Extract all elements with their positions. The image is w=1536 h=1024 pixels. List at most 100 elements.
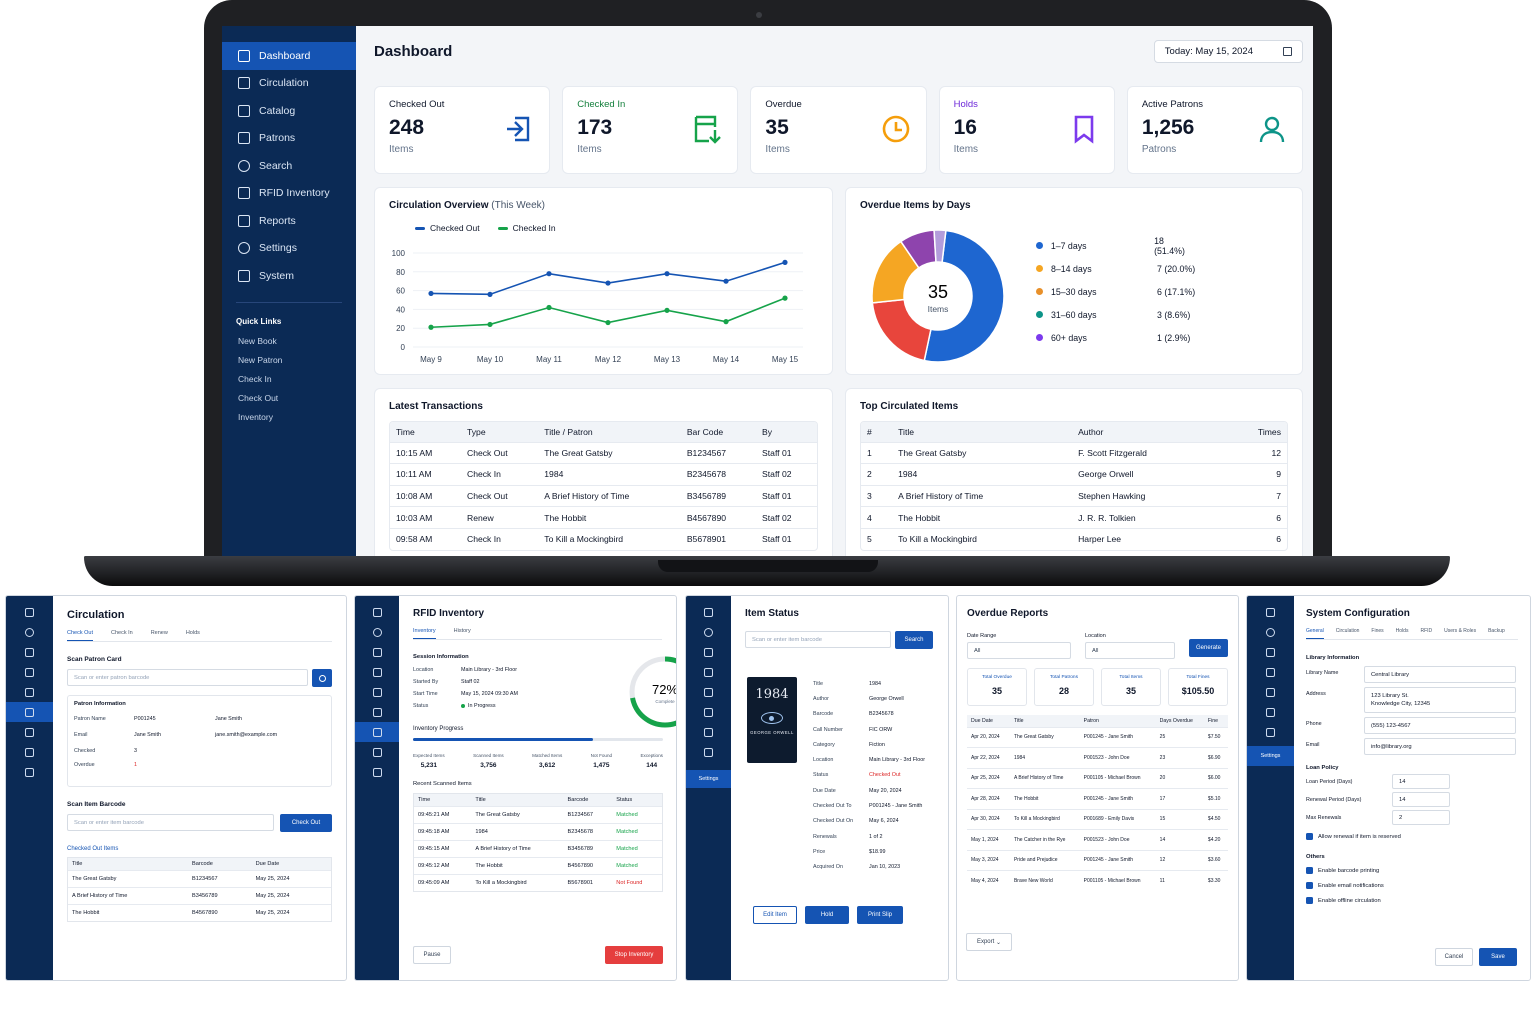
check-out-button[interactable]: Check Out (280, 814, 332, 832)
table-row[interactable]: The Hobbit B4567890 May 25, 2024 (68, 903, 331, 921)
stop-inventory-button[interactable]: Stop Inventory (605, 946, 663, 964)
table-row[interactable]: 10:11 AM Check In 1984 B2345678 Staff 02 (390, 463, 817, 486)
panel-nav-item[interactable] (1247, 662, 1294, 682)
nav-item-patrons[interactable]: Patrons (222, 125, 356, 153)
loan-max-renewals-input[interactable]: 2 (1392, 810, 1450, 825)
table-row[interactable]: A Brief History of Time B3456789 May 25, 2… (68, 886, 331, 904)
table-row[interactable]: 09:45:09 AM To Kill a Mockingbird B5678901… (414, 873, 662, 891)
table-row[interactable]: May 4, 2024 Brave New World P001105 - Mich… (967, 870, 1228, 891)
panel-nav-item[interactable] (1247, 642, 1294, 662)
tab-circulation[interactable]: Circulation (1335, 628, 1360, 634)
edit-item-button[interactable]: Edit Item (753, 906, 797, 924)
panel-nav-item[interactable] (6, 682, 53, 702)
table-row[interactable]: 09:58 AM Check In To Kill a Mockingbird B56… (390, 527, 817, 550)
search-button[interactable]: Search (895, 631, 933, 649)
tab-check-out[interactable]: Check Out (67, 630, 93, 641)
location-select[interactable]: All (1085, 642, 1175, 659)
patron-search-button[interactable] (312, 669, 332, 687)
panel-nav-item[interactable] (1247, 682, 1294, 702)
quick-link-check-out[interactable]: Check Out (238, 392, 279, 403)
panel-nav-item[interactable] (355, 662, 399, 682)
table-row[interactable]: Apr 28, 2024 The Hobbit P001245 - Jane Smi… (967, 788, 1228, 809)
enable-email-notifications-checkbox[interactable]: Enable email notifications (1306, 878, 1518, 893)
panel-nav-item[interactable] (686, 602, 731, 622)
nav-item-search[interactable]: Search (222, 152, 356, 180)
save-button[interactable]: Save (1479, 948, 1517, 966)
nav-item-catalog[interactable]: Catalog (222, 97, 356, 125)
tab-general[interactable]: General (1306, 628, 1324, 639)
quick-link-new-book[interactable]: New Book (238, 335, 277, 346)
table-row[interactable]: 10:03 AM Renew The Hobbit B4567890 Staff 02 (390, 506, 817, 529)
nav-item-system[interactable]: System (222, 262, 356, 290)
panel-nav-item[interactable] (686, 622, 731, 642)
table-row[interactable]: May 1, 2024 The Catcher in the Rye P001523… (967, 829, 1228, 850)
nav-item-circulation[interactable]: Circulation (222, 70, 356, 98)
tab-backup[interactable]: Backup (1488, 628, 1505, 634)
settings-nav-item[interactable]: Settings (686, 770, 731, 788)
panel-nav-item[interactable] (6, 602, 53, 622)
quick-link-inventory[interactable]: Inventory (238, 411, 273, 422)
allow-renewal-checkbox[interactable]: Allow renewal if item is reserved (1306, 829, 1518, 844)
library-email-input[interactable]: info@library.org (1364, 738, 1516, 755)
panel-nav-item[interactable] (686, 702, 731, 722)
table-row[interactable]: 09:45:18 AM 1984 B2345678 Matched (414, 822, 662, 840)
panel-nav-item[interactable] (6, 642, 53, 662)
tab-fines[interactable]: Fines (1371, 628, 1384, 634)
tab-history[interactable]: History (453, 628, 471, 634)
print-slip-button[interactable]: Print Slip (857, 906, 903, 924)
panel-nav-item[interactable] (355, 602, 399, 622)
panel-nav-item[interactable] (6, 762, 53, 782)
item-barcode-input[interactable]: Scan or enter item barcode (67, 814, 274, 831)
panel-nav-item[interactable] (1247, 622, 1294, 642)
panel-nav-item[interactable] (355, 622, 399, 642)
tab-renew[interactable]: Renew (150, 630, 168, 636)
panel-nav-item[interactable] (6, 722, 53, 742)
panel-nav-item[interactable] (6, 662, 53, 682)
export-button[interactable]: Export ⌄ (966, 933, 1012, 951)
table-row[interactable]: 09:45:15 AM A Brief History of Time B34567… (414, 839, 662, 857)
tab-inventory[interactable]: Inventory (413, 628, 436, 639)
enable-barcode-printing-checkbox[interactable]: Enable barcode printing (1306, 863, 1518, 878)
panel-nav-item[interactable] (6, 702, 53, 722)
nav-item-reports[interactable]: Reports (222, 207, 356, 235)
generate-button[interactable]: Generate (1189, 639, 1228, 657)
patron-barcode-input[interactable]: Scan or enter patron barcode (67, 669, 308, 686)
tab-rfid[interactable]: RFID (1420, 628, 1433, 634)
nav-item-dashboard[interactable]: Dashboard (222, 42, 356, 70)
panel-nav-item[interactable] (355, 642, 399, 662)
tab-holds[interactable]: Holds (185, 630, 200, 636)
panel-nav-item[interactable] (1247, 722, 1294, 742)
loan-loan-period-days-input[interactable]: 14 (1392, 774, 1450, 789)
table-row[interactable]: 4 The Hobbit J. R. R. Tolkien 6 (861, 506, 1287, 529)
table-row[interactable]: Apr 20, 2024 The Great Gatsby P001245 - Ja… (967, 726, 1228, 748)
panel-nav-item[interactable] (6, 742, 53, 762)
tab-check-in[interactable]: Check In (110, 630, 133, 636)
date-picker[interactable]: Today: May 15, 2024 (1153, 39, 1303, 63)
table-row[interactable]: 09:45:12 AM The Hobbit B4567890 Matched (414, 856, 662, 874)
table-row[interactable]: 5 To Kill a Mockingbird Harper Lee 6 (861, 527, 1287, 550)
table-row[interactable]: 2 1984 George Orwell 9 (861, 463, 1287, 486)
hold-button[interactable]: Hold (805, 906, 849, 924)
quick-link-check-in[interactable]: Check In (238, 373, 272, 384)
cancel-button[interactable]: Cancel (1435, 948, 1473, 966)
nav-item-settings[interactable]: Settings (222, 235, 356, 263)
panel-nav-item[interactable] (355, 742, 399, 762)
panel-nav-item[interactable] (355, 722, 399, 742)
panel-nav-item[interactable] (686, 642, 731, 662)
table-row[interactable]: 10:08 AM Check Out A Brief History of Time… (390, 484, 817, 507)
panel-nav-item[interactable] (355, 762, 399, 782)
panel-nav-item[interactable] (6, 622, 53, 642)
panel-nav-item[interactable] (355, 702, 399, 722)
table-row[interactable]: Apr 25, 2024 A Brief History of Time P0011… (967, 767, 1228, 789)
table-row[interactable]: The Great Gatsby B1234567 May 25, 2024 (68, 869, 331, 887)
table-row[interactable]: 09:45:21 AM The Great Gatsby B1234567 Match… (414, 805, 662, 823)
table-row[interactable]: Apr 22, 2024 1984 P001523 - John Doe 23 $6.9… (967, 747, 1228, 768)
nav-item-rfid-inventory[interactable]: RFID Inventory (222, 180, 356, 208)
table-row[interactable]: 10:15 AM Check Out The Great Gatsby B123456… (390, 441, 817, 464)
library-address-input[interactable]: 123 Library St. Knowledge City, 12345 (1364, 687, 1516, 713)
panel-nav-item[interactable] (1247, 702, 1294, 722)
pause-button[interactable]: Pause (413, 946, 451, 964)
quick-link-new-patron[interactable]: New Patron (238, 354, 283, 365)
table-row[interactable]: May 3, 2024 Pride and Prejudice P001245 - … (967, 849, 1228, 871)
